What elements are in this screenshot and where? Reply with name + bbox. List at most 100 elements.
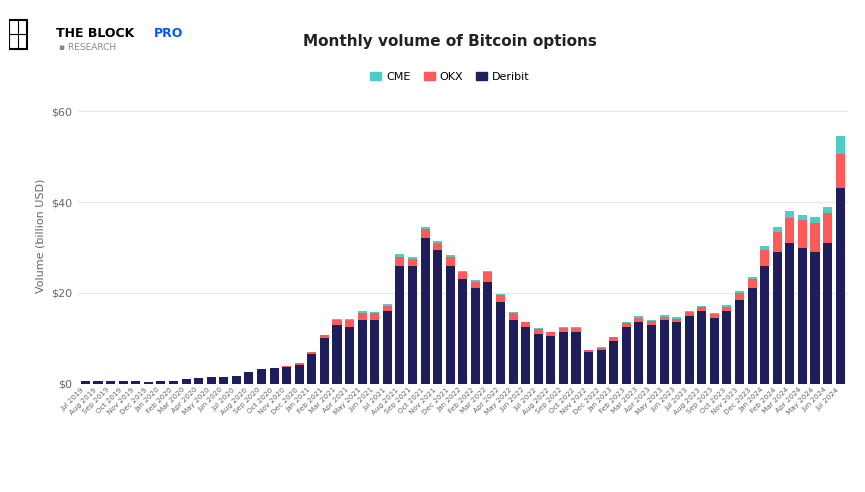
Bar xyxy=(232,375,240,384)
Bar xyxy=(659,316,669,320)
Text: Monthly volume of Bitcoin options: Monthly volume of Bitcoin options xyxy=(303,34,597,49)
Bar xyxy=(194,378,203,384)
Bar xyxy=(609,337,618,338)
Bar xyxy=(257,369,266,384)
Bar xyxy=(747,288,757,384)
Bar xyxy=(672,319,681,322)
Bar xyxy=(735,291,744,293)
Bar xyxy=(559,332,568,384)
Bar xyxy=(672,322,681,384)
Bar xyxy=(735,300,744,384)
Bar xyxy=(609,338,618,340)
Bar xyxy=(471,280,480,281)
Bar xyxy=(785,211,794,218)
Text: PRO: PRO xyxy=(154,27,183,40)
Bar xyxy=(496,294,505,295)
Bar xyxy=(811,222,819,252)
Bar xyxy=(811,252,819,384)
Bar xyxy=(345,327,354,384)
Bar xyxy=(823,243,832,384)
Bar xyxy=(572,332,580,384)
Bar xyxy=(823,214,832,243)
Bar xyxy=(760,266,769,384)
Bar xyxy=(685,316,694,384)
Bar xyxy=(772,232,782,252)
Bar xyxy=(484,273,492,281)
Bar xyxy=(471,288,480,384)
Bar xyxy=(119,381,128,384)
Bar xyxy=(357,313,367,320)
Bar xyxy=(622,322,631,323)
Y-axis label: Volume (billion USD): Volume (billion USD) xyxy=(35,179,46,293)
Bar xyxy=(836,154,845,188)
Bar xyxy=(471,281,480,288)
Bar xyxy=(836,188,845,384)
Bar xyxy=(395,266,405,384)
Bar xyxy=(685,310,694,312)
Bar xyxy=(584,350,593,352)
Bar xyxy=(534,328,542,329)
Bar xyxy=(458,273,467,279)
Bar xyxy=(547,332,555,333)
Bar xyxy=(609,340,618,384)
Bar xyxy=(383,304,392,306)
Bar xyxy=(697,308,707,311)
Bar xyxy=(144,382,153,384)
Bar xyxy=(697,311,707,384)
Bar xyxy=(458,279,467,384)
Bar xyxy=(445,266,455,384)
Bar xyxy=(219,377,228,384)
Bar xyxy=(207,377,215,384)
Bar xyxy=(710,313,719,314)
Text: ▪ RESEARCH: ▪ RESEARCH xyxy=(59,43,116,52)
Bar xyxy=(785,243,794,384)
Bar xyxy=(685,312,694,316)
Bar xyxy=(332,319,342,320)
Bar xyxy=(282,367,292,384)
Bar xyxy=(182,379,190,384)
Bar xyxy=(357,311,367,313)
Bar xyxy=(647,321,656,325)
Bar xyxy=(320,335,329,338)
Bar xyxy=(785,218,794,243)
Bar xyxy=(798,220,807,247)
Bar xyxy=(395,254,405,257)
Bar xyxy=(647,320,656,321)
Bar xyxy=(295,363,304,365)
Bar xyxy=(710,318,719,384)
Bar xyxy=(320,338,329,384)
Bar xyxy=(420,239,430,384)
Bar xyxy=(420,229,430,239)
Bar xyxy=(634,316,644,318)
Bar xyxy=(295,365,304,384)
Bar xyxy=(722,305,732,307)
Bar xyxy=(80,381,90,384)
Bar xyxy=(647,325,656,384)
Bar xyxy=(420,227,430,229)
Bar xyxy=(408,266,417,384)
Bar xyxy=(747,277,757,279)
Bar xyxy=(735,293,744,300)
Bar xyxy=(659,320,669,384)
Bar xyxy=(270,368,279,384)
Bar xyxy=(823,207,832,214)
Bar xyxy=(307,354,317,384)
Bar xyxy=(496,295,505,302)
Bar xyxy=(345,320,354,327)
Bar xyxy=(370,320,379,384)
Bar xyxy=(772,252,782,384)
Bar xyxy=(509,312,517,313)
Bar xyxy=(634,318,644,322)
Bar xyxy=(722,307,732,311)
Bar xyxy=(622,327,631,384)
Bar xyxy=(534,334,542,384)
Bar xyxy=(534,329,542,334)
Bar xyxy=(521,327,530,384)
Bar xyxy=(798,247,807,384)
Bar xyxy=(357,320,367,384)
Bar xyxy=(458,271,467,273)
Bar xyxy=(622,323,631,327)
Bar xyxy=(496,302,505,384)
Bar xyxy=(445,255,455,257)
Bar xyxy=(484,271,492,273)
